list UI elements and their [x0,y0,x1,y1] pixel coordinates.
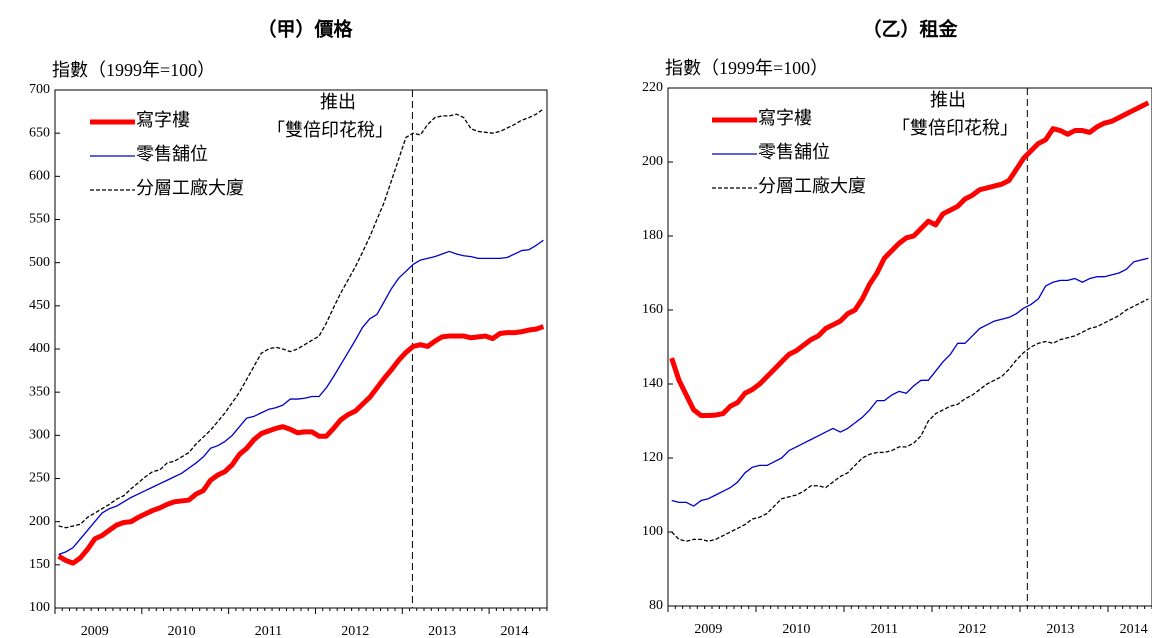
x-tick-label: 2011 [871,622,898,637]
x-tick-label: 2013 [1046,622,1074,637]
y-tick-label: 100 [642,524,663,539]
x-tick-label: 2012 [958,622,986,637]
x-tick-label: 2009 [694,622,722,637]
legend-label: 寫字樓 [136,110,190,130]
y-tick-label: 140 [642,376,663,391]
x-tick-label: 2010 [168,624,196,638]
plot-frame [667,87,1152,607]
y-axis-label: 指數（1999年=100） [665,58,828,78]
legend-label: 寫字樓 [758,108,812,128]
x-tick-label: 2014 [1120,622,1148,637]
y-tick-label: 450 [29,298,50,313]
x-tick-label: 2010 [782,622,810,637]
annotation: 「雙倍印花稅」 [267,120,393,140]
series-line [58,239,544,556]
y-tick-label: 600 [29,169,50,184]
series-line [671,298,1149,542]
legend-label: 零售舖位 [136,144,208,164]
series-line [669,100,1150,418]
y-tick-label: 150 [29,557,50,572]
x-tick-label: 2013 [428,624,456,638]
y-tick-label: 400 [29,341,50,356]
y-tick-label: 200 [642,154,663,169]
legend-label: 零售舖位 [758,142,830,162]
y-axis-label: 指數（1999年=100） [52,60,215,80]
x-tick-label: 2011 [255,624,282,638]
y-tick-label: 700 [29,82,50,97]
series-line [57,324,545,566]
y-tick-label: 500 [29,255,50,270]
chart-title: （甲）價格 [257,18,353,41]
y-tick-label: 120 [642,450,663,465]
y-tick-label: 180 [642,228,663,243]
legend-label: 分層工廠大廈 [758,175,866,196]
y-tick-label: 80 [649,598,663,613]
plot-frame [54,89,548,609]
legend-label: 分層工廠大廈 [136,177,244,198]
series-line [671,257,1149,507]
chart-title: （乙）租金 [862,18,958,41]
y-tick-label: 250 [29,471,50,486]
y-tick-label: 100 [29,600,50,615]
y-tick-label: 160 [642,302,663,317]
y-tick-label: 550 [29,212,50,227]
x-tick-label: 2009 [81,624,109,638]
annotation: 「雙倍印花稅」 [892,118,1018,138]
y-tick-label: 300 [29,428,50,443]
y-tick-label: 350 [29,384,50,399]
y-tick-label: 220 [642,80,663,95]
y-tick-label: 650 [29,125,50,140]
x-tick-label: 2014 [500,624,528,638]
annotation: 推出 [930,90,966,110]
annotation: 推出 [320,92,356,112]
y-tick-label: 200 [29,514,50,529]
x-tick-label: 2012 [341,624,369,638]
series-line [58,108,544,529]
